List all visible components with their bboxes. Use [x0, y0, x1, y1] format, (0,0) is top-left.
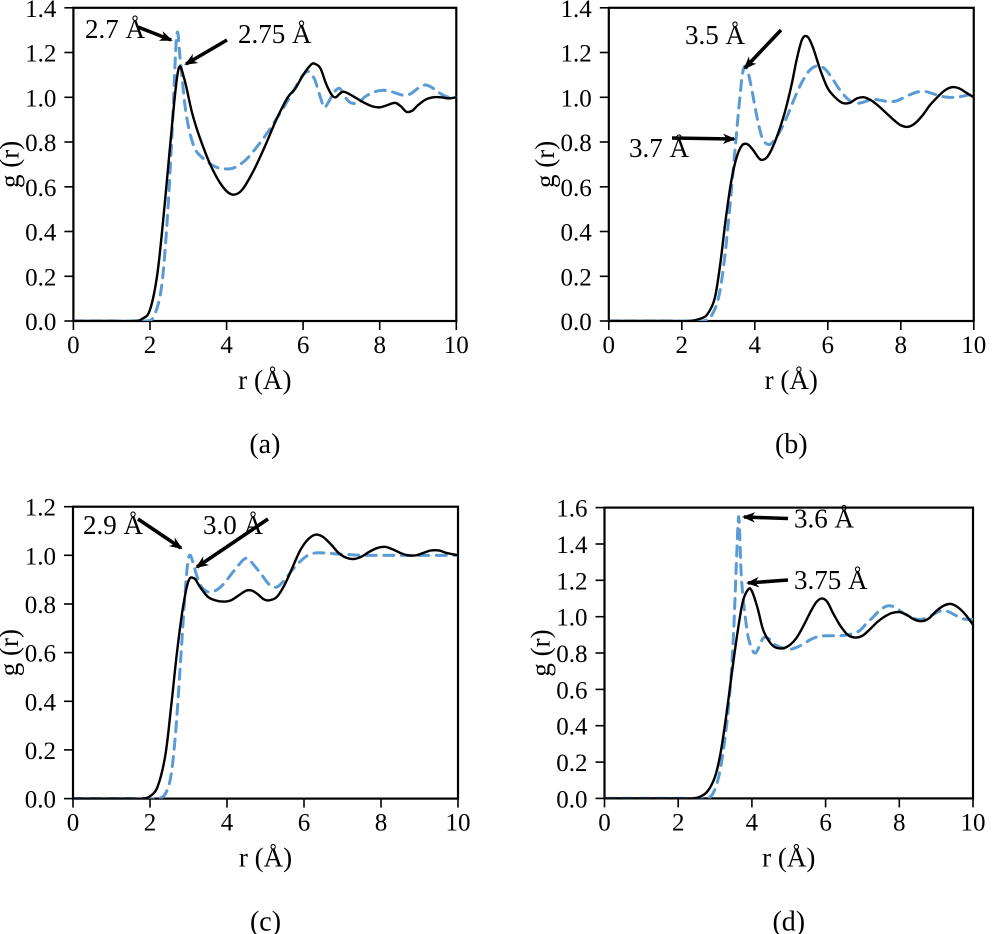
svg-text:0.4: 0.4	[556, 714, 588, 741]
svg-text:2.9 Å: 2.9 Å	[83, 510, 144, 540]
svg-text:0.2: 0.2	[25, 738, 56, 765]
svg-text:0.4: 0.4	[25, 220, 57, 247]
svg-text:0.6: 0.6	[561, 175, 592, 202]
svg-text:1.2: 1.2	[25, 495, 56, 522]
svg-text:3.0 Å: 3.0 Å	[203, 510, 264, 540]
svg-text:1.2: 1.2	[556, 568, 587, 595]
svg-text:0: 0	[598, 809, 611, 836]
svg-text:6: 6	[298, 810, 311, 837]
svg-text:8: 8	[895, 332, 908, 359]
svg-text:r (Å): r (Å)	[238, 365, 291, 395]
svg-text:3.5 Å: 3.5 Å	[685, 20, 746, 50]
svg-text:1.4: 1.4	[556, 532, 588, 559]
svg-text:(b): (b)	[775, 429, 808, 460]
svg-text:0.4: 0.4	[25, 689, 57, 716]
svg-text:(c): (c)	[250, 907, 281, 934]
svg-text:r (Å): r (Å)	[762, 842, 815, 872]
svg-text:0.8: 0.8	[25, 130, 56, 157]
svg-text:0.8: 0.8	[561, 130, 592, 157]
svg-text:1.4: 1.4	[561, 0, 593, 23]
svg-text:g (r): g (r)	[530, 141, 560, 188]
svg-text:g (r): g (r)	[0, 141, 24, 188]
svg-text:2: 2	[672, 809, 685, 836]
svg-text:0.2: 0.2	[25, 264, 56, 291]
svg-text:g (r): g (r)	[0, 629, 24, 676]
svg-text:2: 2	[144, 810, 157, 837]
svg-text:g (r): g (r)	[526, 629, 556, 676]
svg-text:0: 0	[67, 810, 80, 837]
svg-text:0.0: 0.0	[556, 786, 587, 813]
svg-text:1.6: 1.6	[556, 496, 587, 523]
svg-text:8: 8	[893, 809, 906, 836]
svg-text:1.0: 1.0	[556, 605, 587, 632]
svg-text:0.6: 0.6	[25, 641, 56, 668]
svg-text:2.7 Å: 2.7 Å	[85, 14, 146, 44]
svg-text:0.2: 0.2	[556, 750, 587, 777]
svg-text:6: 6	[297, 332, 310, 359]
svg-text:1.0: 1.0	[25, 543, 56, 570]
svg-text:4: 4	[749, 332, 762, 359]
svg-text:4: 4	[220, 332, 233, 359]
svg-text:6: 6	[822, 332, 835, 359]
svg-text:3.6 Å: 3.6 Å	[794, 504, 855, 534]
svg-text:8: 8	[375, 810, 388, 837]
svg-text:10: 10	[961, 332, 986, 359]
svg-text:1.0: 1.0	[25, 85, 56, 112]
svg-text:0.0: 0.0	[25, 309, 56, 336]
svg-text:3.75 Å: 3.75 Å	[794, 565, 868, 595]
svg-text:(a): (a)	[249, 429, 280, 460]
svg-text:2: 2	[676, 332, 689, 359]
svg-text:0.8: 0.8	[556, 641, 587, 668]
svg-text:0: 0	[603, 332, 616, 359]
svg-text:10: 10	[444, 332, 469, 359]
svg-text:1.2: 1.2	[561, 41, 592, 68]
svg-text:0.8: 0.8	[25, 592, 56, 619]
svg-text:8: 8	[373, 332, 386, 359]
svg-text:1.0: 1.0	[561, 85, 592, 112]
svg-text:0: 0	[67, 332, 80, 359]
svg-text:10: 10	[961, 809, 986, 836]
svg-text:1.2: 1.2	[25, 41, 56, 68]
svg-text:10: 10	[446, 810, 471, 837]
svg-text:0.6: 0.6	[556, 677, 587, 704]
svg-text:2: 2	[144, 332, 157, 359]
svg-text:0.2: 0.2	[561, 264, 592, 291]
svg-text:0.6: 0.6	[25, 175, 56, 202]
svg-text:0.0: 0.0	[561, 309, 592, 336]
svg-text:r (Å): r (Å)	[239, 843, 292, 873]
svg-text:0.4: 0.4	[561, 220, 593, 247]
svg-text:(d): (d)	[772, 906, 805, 934]
svg-text:4: 4	[221, 810, 234, 837]
svg-text:4: 4	[746, 809, 759, 836]
svg-text:0.0: 0.0	[25, 787, 56, 814]
svg-text:1.4: 1.4	[25, 0, 57, 23]
svg-text:6: 6	[819, 809, 832, 836]
svg-text:2.75 Å: 2.75 Å	[238, 19, 312, 49]
svg-text:r (Å): r (Å)	[765, 365, 818, 395]
